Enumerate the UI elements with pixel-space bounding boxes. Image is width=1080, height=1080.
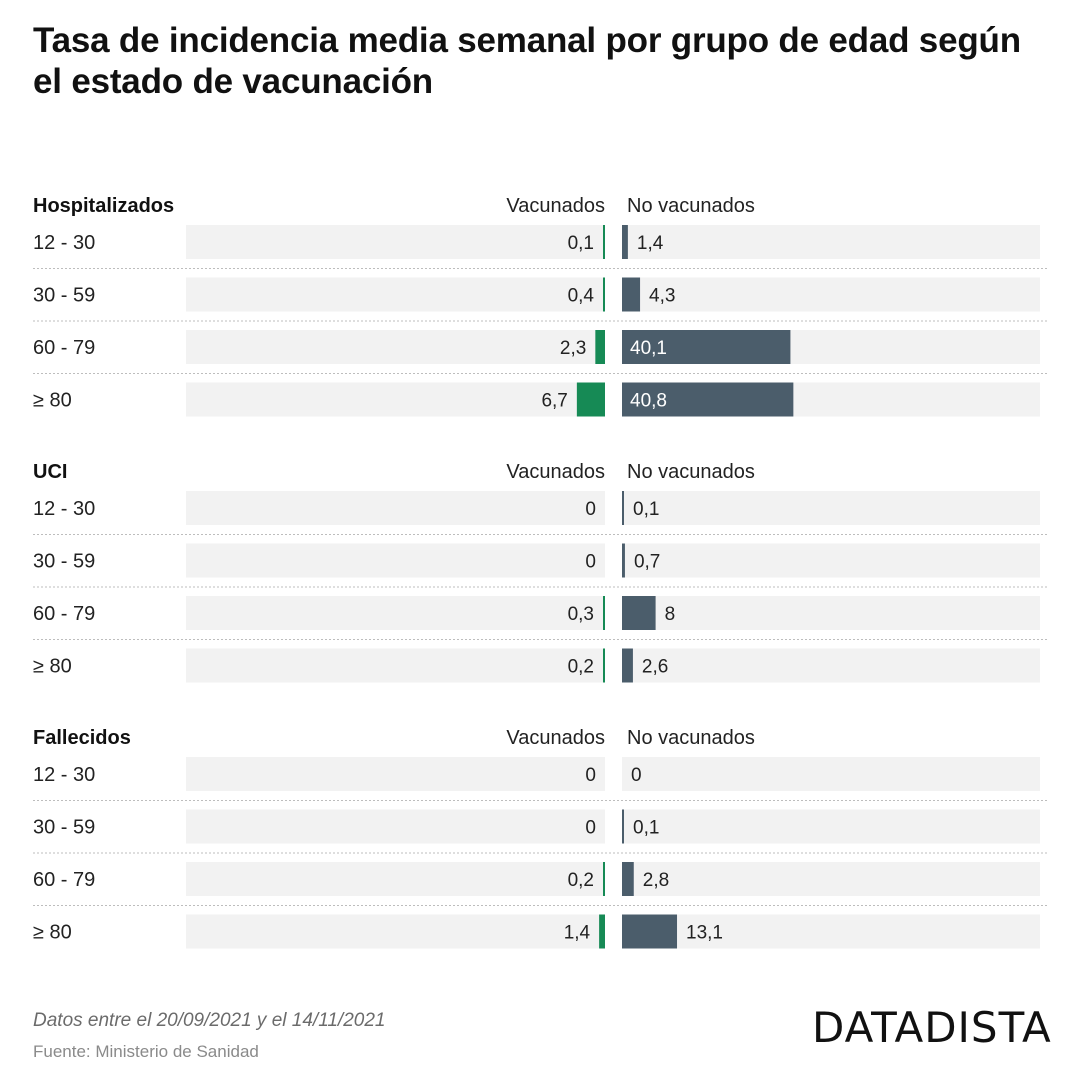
unvaccinated-bar: [622, 862, 634, 896]
vaccinated-bar: [599, 914, 605, 949]
vaccinated-value-label: 0: [585, 765, 596, 786]
unvaccinated-value-label: 0,1: [633, 499, 659, 520]
bar-track: [186, 757, 605, 791]
unvaccinated-value-label: 13,1: [686, 923, 723, 944]
column-header-vaccinated: Vacunados: [506, 727, 605, 749]
bar-track: [186, 382, 605, 417]
column-header-unvaccinated: No vacunados: [627, 461, 755, 483]
bar-track: [622, 596, 1040, 630]
bar-track: [186, 277, 605, 312]
column-header-unvaccinated: No vacunados: [627, 195, 755, 217]
section-label-0: Hospitalizados: [33, 195, 174, 217]
vaccinated-value-label: 0,3: [568, 604, 594, 625]
unvaccinated-value-label: 2,8: [643, 870, 669, 891]
unvaccinated-bar: [622, 648, 633, 683]
unvaccinated-bar: [622, 914, 678, 949]
section-label-2: Fallecidos: [33, 727, 131, 749]
brand-logo: DATADISTA: [812, 1003, 1052, 1052]
chart-title: Tasa de incidencia media semanal por gru…: [33, 21, 1021, 101]
age-group-label: 60 - 79: [33, 603, 95, 625]
bar-track: [622, 277, 1040, 312]
unvaccinated-value-label: 40,1: [630, 338, 667, 359]
bar-track: [622, 648, 1040, 683]
vaccinated-value-label: 0,1: [568, 233, 594, 254]
vaccinated-bar: [603, 277, 605, 312]
vaccinated-value-label: 1,4: [564, 923, 591, 944]
column-header-unvaccinated: No vacunados: [627, 727, 755, 749]
bar-track: [186, 809, 605, 844]
unvaccinated-bar: [622, 491, 624, 525]
bar-track: [622, 757, 1040, 791]
age-group-label: ≥ 80: [33, 656, 72, 678]
bar-track: [186, 543, 605, 578]
bar-track: [622, 809, 1040, 844]
bar-track: [622, 225, 1040, 259]
bar-track: [186, 596, 605, 630]
column-header-vaccinated: Vacunados: [506, 195, 605, 217]
vaccinated-bar: [595, 330, 605, 364]
column-header-vaccinated: Vacunados: [506, 461, 605, 483]
vaccinated-value-label: 0,2: [568, 870, 594, 891]
vaccinated-value-label: 2,3: [560, 338, 586, 359]
footer-date-note: Datos entre el 20/09/2021 y el 14/11/202…: [33, 1010, 386, 1031]
vaccinated-value-label: 0,4: [568, 286, 595, 307]
unvaccinated-value-label: 2,6: [642, 657, 668, 678]
vaccinated-bar: [576, 382, 605, 417]
vaccinated-bar: [603, 225, 605, 259]
bar-track: [186, 330, 605, 364]
vaccinated-value-label: 0: [585, 818, 596, 839]
age-group-label: 30 - 59: [33, 285, 95, 307]
unvaccinated-value-label: 4,3: [649, 286, 675, 307]
age-group-label: 12 - 30: [33, 232, 95, 254]
unvaccinated-value-label: 8: [665, 604, 676, 625]
unvaccinated-bar: [622, 277, 641, 312]
section-label-1: UCI: [33, 461, 67, 483]
bar-track: [186, 648, 605, 683]
unvaccinated-bar: [622, 382, 794, 417]
bar-track: [186, 491, 605, 525]
age-group-label: 30 - 59: [33, 817, 95, 839]
bar-track: [186, 862, 605, 896]
age-group-label: 30 - 59: [33, 551, 95, 573]
bar-track: [622, 862, 1040, 896]
age-group-label: 12 - 30: [33, 498, 95, 520]
unvaccinated-value-label: 0,1: [633, 818, 659, 839]
unvaccinated-bar: [622, 225, 628, 259]
vaccinated-bar: [603, 596, 605, 630]
vaccinated-bar: [603, 862, 605, 896]
footer-source: Fuente: Ministerio de Sanidad: [33, 1042, 259, 1061]
vaccinated-value-label: 0,2: [568, 657, 594, 678]
unvaccinated-value-label: 1,4: [637, 233, 664, 254]
bar-track: [186, 914, 605, 949]
unvaccinated-value-label: 40,8: [630, 391, 667, 412]
vaccinated-bar: [603, 648, 605, 683]
vaccinated-value-label: 6,7: [541, 391, 567, 412]
unvaccinated-value-label: 0,7: [634, 552, 660, 573]
age-group-label: ≥ 80: [33, 390, 72, 412]
age-group-label: ≥ 80: [33, 922, 72, 944]
vaccinated-value-label: 0: [585, 499, 596, 520]
bar-track: [186, 225, 605, 259]
age-group-label: 60 - 79: [33, 337, 95, 359]
unvaccinated-value-label: 0: [631, 765, 642, 786]
bar-track: [622, 491, 1040, 525]
age-group-label: 60 - 79: [33, 869, 95, 891]
bar-track: [622, 543, 1040, 578]
unvaccinated-bar: [622, 330, 791, 364]
unvaccinated-bar: [622, 809, 624, 844]
age-group-label: 12 - 30: [33, 764, 95, 786]
unvaccinated-bar: [622, 596, 656, 630]
vaccinated-value-label: 0: [585, 552, 596, 573]
unvaccinated-bar: [622, 543, 625, 578]
bar-track: [622, 914, 1040, 949]
